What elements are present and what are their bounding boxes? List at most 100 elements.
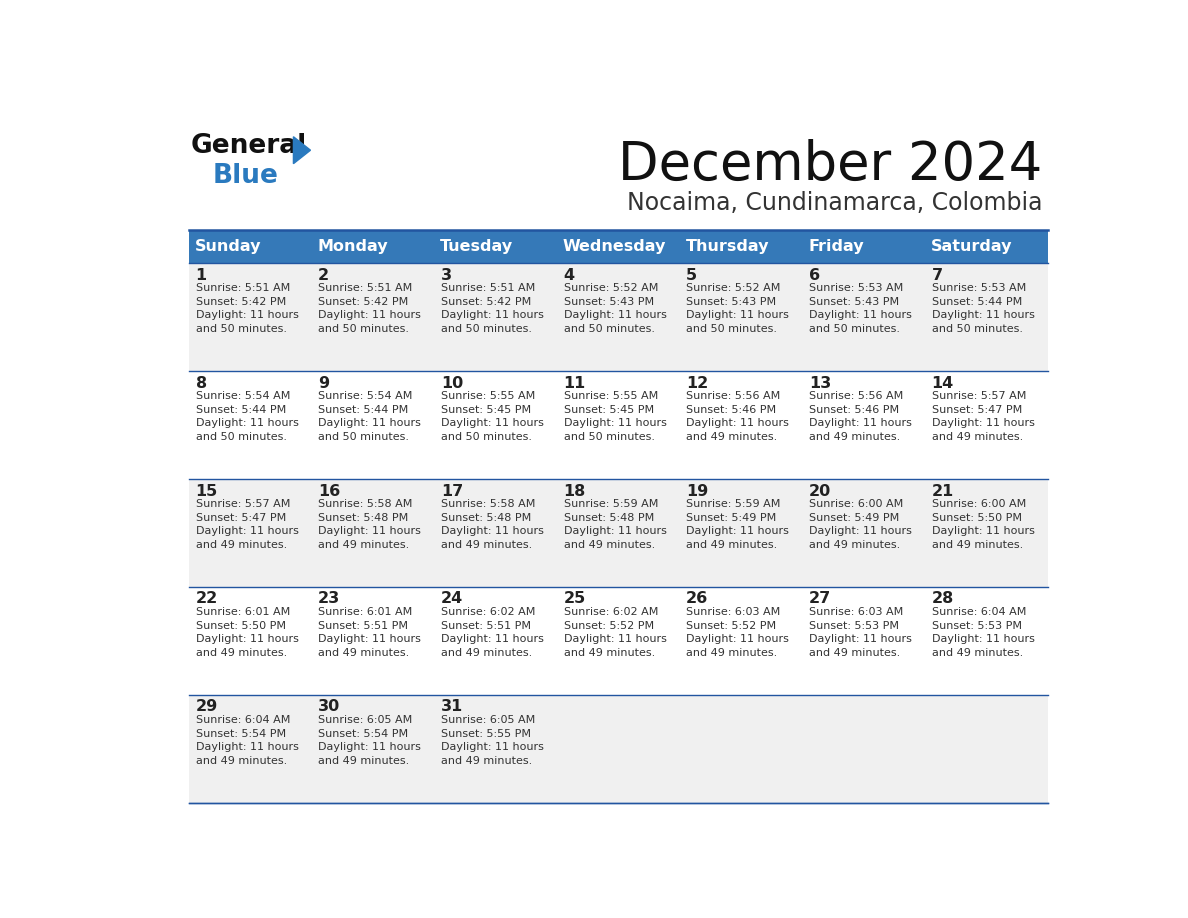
Text: Sunrise: 5:57 AM: Sunrise: 5:57 AM [931, 391, 1026, 401]
Text: Sunrise: 5:53 AM: Sunrise: 5:53 AM [931, 284, 1025, 294]
Text: 24: 24 [441, 591, 463, 607]
Text: 22: 22 [196, 591, 217, 607]
Text: and 49 minutes.: and 49 minutes. [931, 648, 1023, 657]
Text: 10: 10 [441, 375, 463, 390]
Text: Daylight: 11 hours: Daylight: 11 hours [687, 310, 789, 320]
Text: Daylight: 11 hours: Daylight: 11 hours [196, 310, 298, 320]
Text: Sunset: 5:43 PM: Sunset: 5:43 PM [563, 297, 653, 307]
Text: 14: 14 [931, 375, 954, 390]
Text: Daylight: 11 hours: Daylight: 11 hours [563, 634, 666, 644]
Text: Sunset: 5:42 PM: Sunset: 5:42 PM [318, 297, 409, 307]
Text: Daylight: 11 hours: Daylight: 11 hours [196, 634, 298, 644]
Text: Sunrise: 5:58 AM: Sunrise: 5:58 AM [441, 499, 536, 509]
Text: 7: 7 [931, 268, 943, 283]
Text: 3: 3 [441, 268, 451, 283]
Text: and 49 minutes.: and 49 minutes. [687, 540, 777, 550]
Text: Sunset: 5:55 PM: Sunset: 5:55 PM [441, 729, 531, 739]
Bar [189, 263, 1048, 372]
Text: Saturday: Saturday [931, 239, 1012, 254]
Text: Sunset: 5:44 PM: Sunset: 5:44 PM [931, 297, 1022, 307]
Text: Sunset: 5:43 PM: Sunset: 5:43 PM [687, 297, 776, 307]
Text: Sunset: 5:44 PM: Sunset: 5:44 PM [318, 405, 409, 415]
Text: Daylight: 11 hours: Daylight: 11 hours [687, 419, 789, 429]
Text: 29: 29 [196, 700, 217, 714]
Text: 27: 27 [809, 591, 832, 607]
Text: and 50 minutes.: and 50 minutes. [441, 431, 532, 442]
Text: and 49 minutes.: and 49 minutes. [687, 648, 777, 657]
Text: and 49 minutes.: and 49 minutes. [318, 540, 410, 550]
Text: Sunrise: 5:52 AM: Sunrise: 5:52 AM [563, 284, 658, 294]
Text: Sunset: 5:49 PM: Sunset: 5:49 PM [809, 513, 899, 522]
Text: Sunrise: 5:54 AM: Sunrise: 5:54 AM [196, 391, 290, 401]
Text: 9: 9 [318, 375, 329, 390]
Bar [924, 230, 1048, 263]
Text: 6: 6 [809, 268, 820, 283]
Text: Sunset: 5:48 PM: Sunset: 5:48 PM [318, 513, 409, 522]
Text: Sunrise: 5:57 AM: Sunrise: 5:57 AM [196, 499, 290, 509]
Text: Daylight: 11 hours: Daylight: 11 hours [318, 742, 421, 752]
Text: 31: 31 [441, 700, 463, 714]
Text: Daylight: 11 hours: Daylight: 11 hours [441, 310, 544, 320]
Text: Sunrise: 6:02 AM: Sunrise: 6:02 AM [441, 608, 536, 617]
Text: Sunset: 5:50 PM: Sunset: 5:50 PM [931, 513, 1022, 522]
Bar [189, 695, 1048, 803]
Text: Sunrise: 5:59 AM: Sunrise: 5:59 AM [563, 499, 658, 509]
Text: 26: 26 [687, 591, 708, 607]
Text: Sunrise: 6:00 AM: Sunrise: 6:00 AM [809, 499, 903, 509]
Text: Daylight: 11 hours: Daylight: 11 hours [931, 526, 1035, 536]
Text: Sunset: 5:51 PM: Sunset: 5:51 PM [318, 621, 409, 631]
Text: Daylight: 11 hours: Daylight: 11 hours [441, 419, 544, 429]
Text: 17: 17 [441, 484, 463, 498]
Text: Sunrise: 6:01 AM: Sunrise: 6:01 AM [318, 608, 412, 617]
Text: Sunrise: 6:00 AM: Sunrise: 6:00 AM [931, 499, 1025, 509]
Text: Daylight: 11 hours: Daylight: 11 hours [441, 742, 544, 752]
Text: and 49 minutes.: and 49 minutes. [196, 756, 286, 766]
Text: Sunrise: 6:01 AM: Sunrise: 6:01 AM [196, 608, 290, 617]
Text: and 49 minutes.: and 49 minutes. [687, 431, 777, 442]
Text: December 2024: December 2024 [618, 140, 1042, 192]
Text: Daylight: 11 hours: Daylight: 11 hours [809, 419, 911, 429]
Text: Sunset: 5:53 PM: Sunset: 5:53 PM [931, 621, 1022, 631]
Text: and 49 minutes.: and 49 minutes. [931, 431, 1023, 442]
Text: and 50 minutes.: and 50 minutes. [196, 324, 286, 334]
Text: 4: 4 [563, 268, 575, 283]
Text: and 49 minutes.: and 49 minutes. [441, 540, 532, 550]
Text: Sunrise: 5:51 AM: Sunrise: 5:51 AM [318, 284, 412, 294]
Text: Sunrise: 6:03 AM: Sunrise: 6:03 AM [809, 608, 903, 617]
Bar [189, 230, 311, 263]
Text: Blue: Blue [213, 162, 279, 188]
Text: Sunset: 5:54 PM: Sunset: 5:54 PM [318, 729, 409, 739]
Text: Daylight: 11 hours: Daylight: 11 hours [318, 310, 421, 320]
Text: Daylight: 11 hours: Daylight: 11 hours [931, 634, 1035, 644]
Text: Sunrise: 6:03 AM: Sunrise: 6:03 AM [687, 608, 781, 617]
Text: Sunrise: 5:59 AM: Sunrise: 5:59 AM [687, 499, 781, 509]
Text: 25: 25 [563, 591, 586, 607]
Text: and 50 minutes.: and 50 minutes. [196, 431, 286, 442]
Text: Sunday: Sunday [195, 239, 261, 254]
Text: and 49 minutes.: and 49 minutes. [196, 540, 286, 550]
Text: Sunset: 5:49 PM: Sunset: 5:49 PM [687, 513, 777, 522]
Text: Nocaima, Cundinamarca, Colombia: Nocaima, Cundinamarca, Colombia [626, 191, 1042, 215]
Text: Sunset: 5:52 PM: Sunset: 5:52 PM [563, 621, 653, 631]
Text: Monday: Monday [317, 239, 388, 254]
Bar [311, 230, 434, 263]
Text: and 50 minutes.: and 50 minutes. [931, 324, 1023, 334]
Text: Daylight: 11 hours: Daylight: 11 hours [563, 419, 666, 429]
Text: Sunrise: 5:56 AM: Sunrise: 5:56 AM [687, 391, 781, 401]
Text: 2: 2 [318, 268, 329, 283]
Text: Wednesday: Wednesday [563, 239, 666, 254]
Text: Sunrise: 6:04 AM: Sunrise: 6:04 AM [931, 608, 1026, 617]
Text: Daylight: 11 hours: Daylight: 11 hours [809, 634, 911, 644]
Text: 21: 21 [931, 484, 954, 498]
Text: 19: 19 [687, 484, 708, 498]
Text: Daylight: 11 hours: Daylight: 11 hours [196, 742, 298, 752]
Text: Sunrise: 5:55 AM: Sunrise: 5:55 AM [563, 391, 658, 401]
Text: Daylight: 11 hours: Daylight: 11 hours [687, 634, 789, 644]
Text: and 49 minutes.: and 49 minutes. [563, 540, 655, 550]
Text: and 49 minutes.: and 49 minutes. [931, 540, 1023, 550]
Text: Daylight: 11 hours: Daylight: 11 hours [931, 419, 1035, 429]
Text: Sunset: 5:45 PM: Sunset: 5:45 PM [563, 405, 653, 415]
Text: Sunset: 5:45 PM: Sunset: 5:45 PM [441, 405, 531, 415]
Text: Daylight: 11 hours: Daylight: 11 hours [441, 634, 544, 644]
Text: Daylight: 11 hours: Daylight: 11 hours [687, 526, 789, 536]
